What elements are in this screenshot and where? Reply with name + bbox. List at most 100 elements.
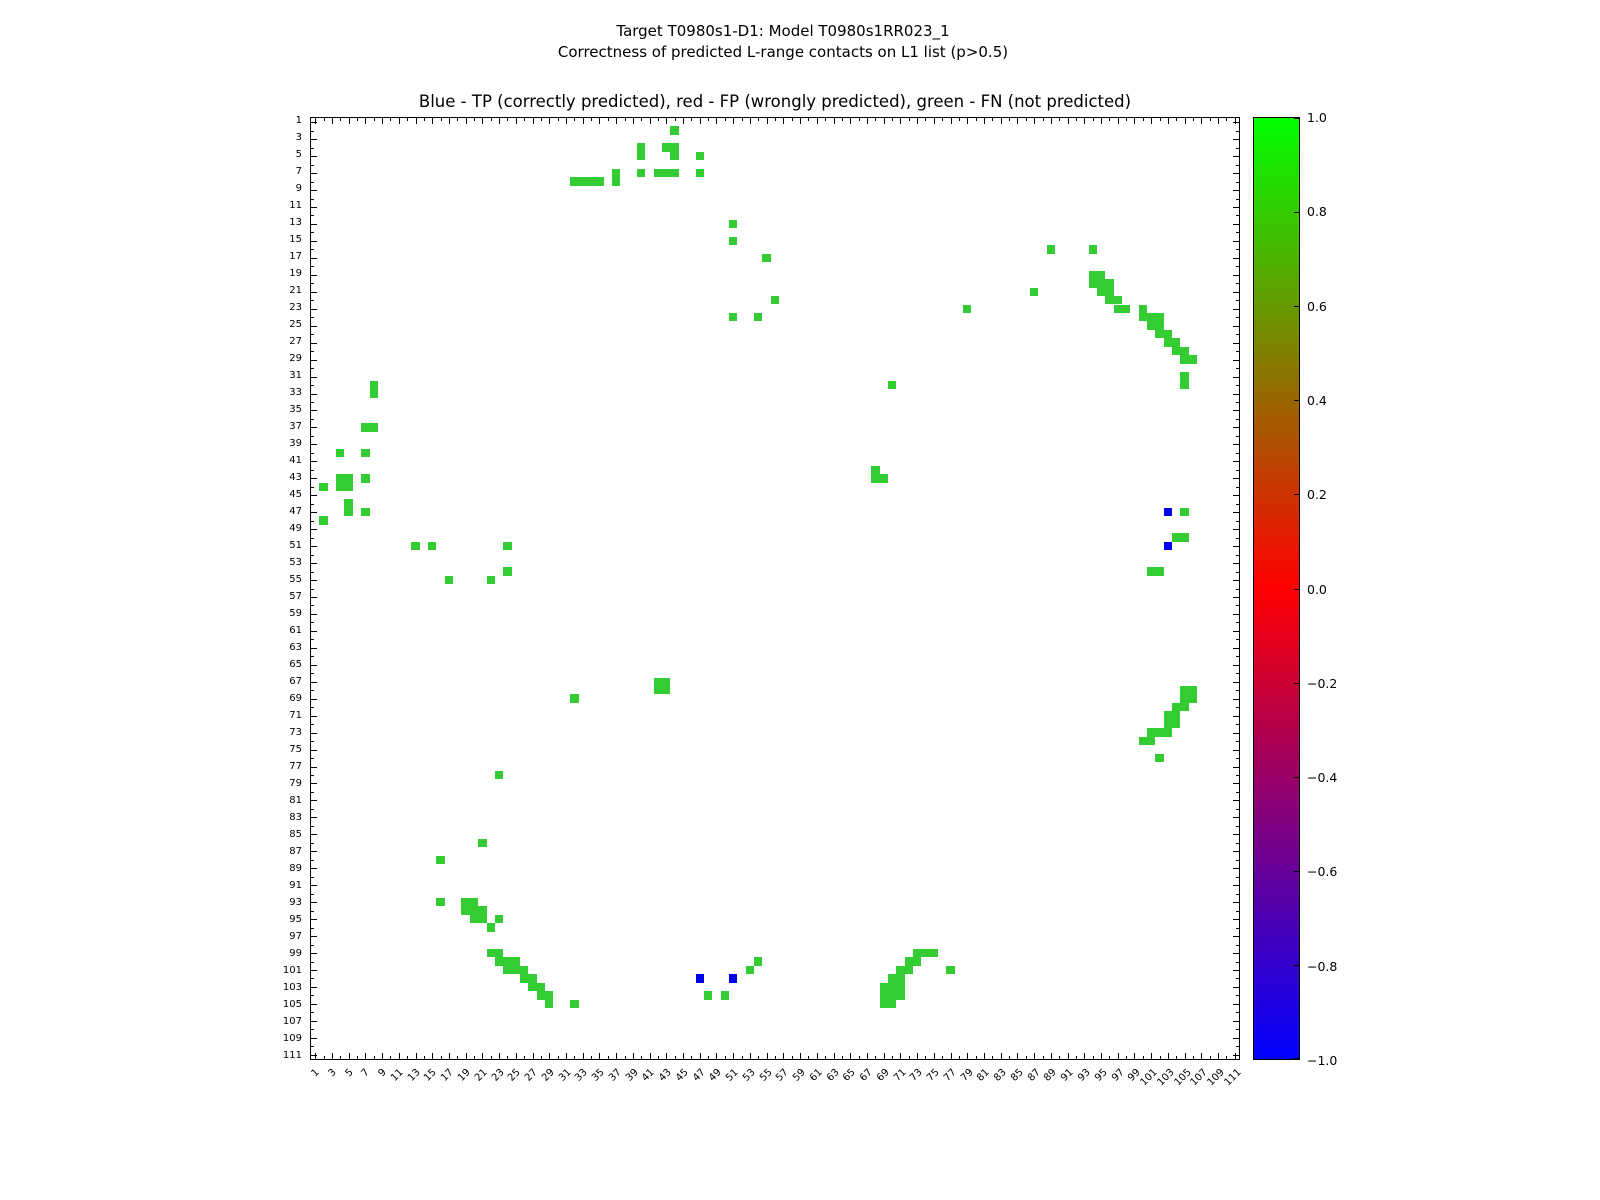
y-tick-mark <box>1236 520 1239 522</box>
x-tick-mark <box>841 118 843 121</box>
x-tick-mark <box>340 1056 342 1059</box>
x-tick-mark <box>1050 1053 1052 1059</box>
x-tick-mark <box>666 118 668 124</box>
x-tick-mark <box>683 1053 685 1059</box>
y-tick-mark <box>311 1020 317 1022</box>
y-tick-label: 67 <box>289 675 302 687</box>
fn-cell <box>478 906 487 915</box>
y-tick-mark <box>1233 325 1239 327</box>
x-tick-mark <box>540 1056 542 1059</box>
x-tick-mark <box>833 1053 835 1059</box>
x-tick-mark <box>641 118 643 121</box>
y-tick-label: 57 <box>289 590 302 602</box>
y-tick-mark <box>311 173 317 175</box>
y-tick-mark <box>311 919 317 921</box>
x-tick-mark <box>800 118 802 124</box>
y-tick-label: 37 <box>289 421 302 433</box>
x-tick-mark <box>507 1056 509 1059</box>
fn-cell <box>662 677 671 686</box>
fn-cell <box>570 177 579 186</box>
y-tick-mark <box>1236 724 1239 726</box>
x-tick-mark <box>775 1056 776 1059</box>
fn-cell <box>361 507 370 517</box>
y-tick-mark <box>1233 240 1239 242</box>
y-tick-mark <box>311 775 314 776</box>
fn-cell <box>879 474 888 483</box>
fn-cell <box>871 465 880 475</box>
x-tick-mark <box>875 118 877 121</box>
x-tick-mark <box>716 118 718 124</box>
y-tick-mark <box>311 240 317 242</box>
y-tick-label: 51 <box>289 540 302 552</box>
y-tick-mark <box>1236 1046 1239 1048</box>
y-tick-mark <box>1236 622 1239 624</box>
x-tick-mark <box>716 1053 718 1059</box>
x-tick-mark <box>440 118 442 121</box>
y-tick-mark <box>311 435 314 437</box>
fn-cell <box>486 948 495 958</box>
fn-cell <box>361 423 370 432</box>
x-tick-mark <box>958 1056 960 1059</box>
x-tick-mark <box>1034 118 1036 124</box>
x-tick-mark <box>841 1056 843 1059</box>
y-tick-mark <box>1233 461 1239 463</box>
y-tick-mark <box>1236 385 1239 387</box>
x-tick-mark <box>775 118 776 121</box>
fn-cell <box>1096 287 1106 297</box>
fn-cell <box>336 474 345 483</box>
y-tick-mark <box>311 495 317 497</box>
x-tick-mark <box>749 118 751 124</box>
x-tick-mark <box>1134 118 1136 124</box>
fn-cell <box>770 296 780 305</box>
y-tick-mark <box>1236 351 1239 353</box>
fn-cell <box>461 906 470 915</box>
y-tick-mark <box>311 741 314 743</box>
x-tick-mark <box>1167 118 1169 124</box>
colorbar-tick-label: 0.2 <box>1307 487 1327 503</box>
fn-cell <box>528 974 537 983</box>
fn-cell <box>545 991 554 1000</box>
y-tick-mark <box>311 944 314 946</box>
y-tick-mark <box>1236 300 1239 302</box>
y-tick-mark <box>1233 580 1239 582</box>
fn-cell <box>1155 321 1164 330</box>
x-tick-mark <box>616 118 618 124</box>
colorbar-tick-mark <box>1294 776 1299 778</box>
fn-cell <box>344 507 353 517</box>
y-tick-mark <box>311 486 314 488</box>
y-tick-mark <box>311 724 314 726</box>
y-tick-label: 93 <box>289 896 302 908</box>
x-tick-mark <box>1226 1056 1228 1059</box>
fn-cell <box>611 177 621 186</box>
y-tick-mark <box>311 876 314 878</box>
fn-cell <box>637 143 646 152</box>
y-tick-mark <box>1233 291 1239 293</box>
fn-cell <box>336 482 345 491</box>
y-tick-mark <box>1233 766 1239 768</box>
y-tick-label: 5 <box>295 149 302 161</box>
x-tick-mark <box>816 1053 818 1059</box>
x-tick-mark <box>565 1053 567 1059</box>
x-tick-mark <box>866 1053 868 1059</box>
x-tick-mark <box>565 118 567 124</box>
fn-cell <box>1163 338 1173 347</box>
y-tick-label: 39 <box>289 438 302 450</box>
y-tick-mark <box>311 469 314 471</box>
fn-cell <box>1029 287 1039 297</box>
x-tick-mark <box>892 1056 894 1059</box>
y-tick-mark <box>1236 639 1239 641</box>
x-tick-mark <box>875 1056 877 1059</box>
x-tick-mark <box>365 118 367 124</box>
x-tick-mark <box>724 1056 726 1059</box>
x-tick-mark <box>699 118 701 124</box>
y-tick-mark <box>311 885 317 887</box>
x-tick-mark <box>733 118 735 124</box>
fn-cell <box>344 499 353 508</box>
y-tick-mark <box>1233 851 1239 853</box>
y-tick-label: 83 <box>289 811 302 823</box>
y-tick-mark <box>1233 715 1239 717</box>
y-tick-mark <box>1236 334 1239 336</box>
y-tick-mark <box>1236 249 1239 251</box>
fn-cell <box>336 448 345 458</box>
x-tick-mark <box>1142 1056 1144 1059</box>
